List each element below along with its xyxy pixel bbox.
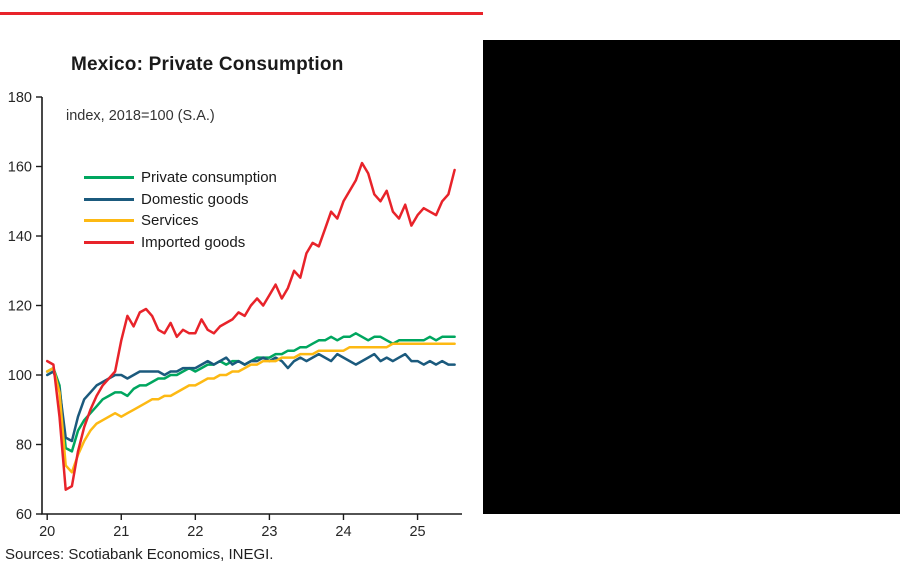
y-tick-label: 100 bbox=[8, 368, 32, 384]
chart-title: Mexico: Private Consumption bbox=[71, 54, 344, 75]
legend-label: Domestic goods bbox=[141, 190, 249, 208]
plot-area: 60 80 100 120 140 160 180 20 21 22 23 24 25 bbox=[8, 90, 462, 540]
y-tick-label: 180 bbox=[8, 90, 32, 106]
series-line-private-consumption bbox=[45, 332, 456, 453]
series-line-imported-goods bbox=[45, 161, 456, 491]
y-tick-label: 140 bbox=[8, 229, 32, 245]
x-tick-label: 20 bbox=[39, 524, 55, 540]
legend-swatch-domestic-goods bbox=[84, 197, 134, 201]
legend-label: Services bbox=[141, 212, 199, 230]
legend-label: Private consumption bbox=[141, 169, 277, 187]
y-tick-label: 120 bbox=[8, 299, 32, 315]
legend-item-private-consumption: Private consumption bbox=[84, 167, 277, 189]
series-line-services bbox=[45, 342, 456, 474]
series-line-domestic-goods bbox=[45, 352, 456, 443]
y-tick-label: 60 bbox=[16, 507, 32, 523]
x-tick-label: 23 bbox=[261, 524, 277, 540]
legend-swatch-services bbox=[84, 219, 134, 223]
legend-item-domestic-goods: Domestic goods bbox=[84, 189, 277, 211]
legend: Private consumption Domestic goods Servi… bbox=[84, 167, 277, 253]
y-tick-label: 80 bbox=[16, 438, 32, 454]
x-tick-label: 22 bbox=[187, 524, 203, 540]
y-tick-label: 160 bbox=[8, 160, 32, 176]
x-tick-label: 24 bbox=[335, 524, 351, 540]
x-tick-label: 21 bbox=[113, 524, 129, 540]
legend-label: Imported goods bbox=[141, 233, 246, 251]
legend-item-imported-goods: Imported goods bbox=[84, 232, 277, 254]
legend-swatch-private-consumption bbox=[84, 176, 134, 180]
source-note: Sources: Scotiabank Economics, INEGI. bbox=[5, 546, 274, 563]
accent-rule bbox=[0, 12, 483, 15]
x-tick-label: 25 bbox=[409, 524, 425, 540]
legend-swatch-imported-goods bbox=[84, 240, 134, 244]
chart-panel: Mexico: Private Consumption 60 80 100 120 14… bbox=[0, 12, 483, 563]
legend-item-services: Services bbox=[84, 210, 277, 232]
right-black-region bbox=[483, 40, 900, 514]
axis-note: index, 2018=100 (S.A.) bbox=[66, 108, 215, 124]
